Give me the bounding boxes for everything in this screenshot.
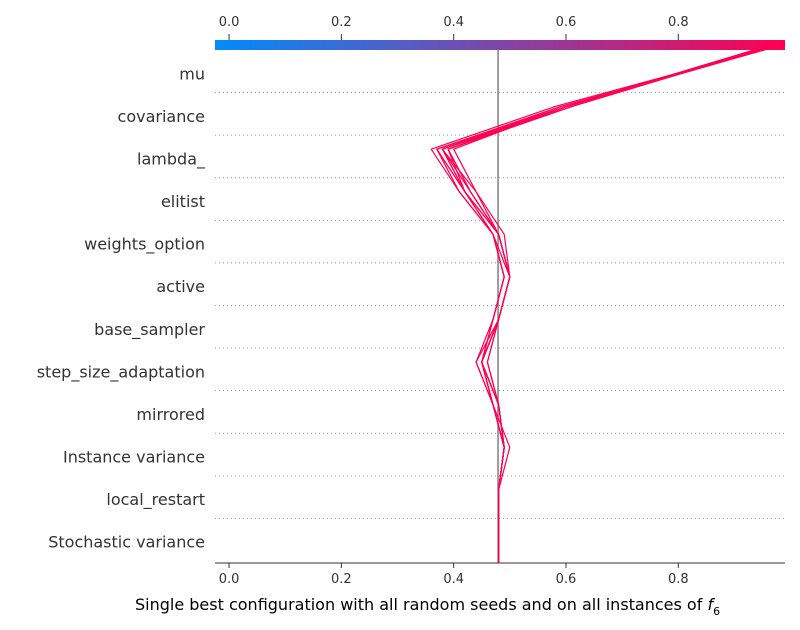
feature-label: elitist	[161, 192, 205, 211]
grid-lines	[215, 92, 785, 519]
top-tick-label: 0.6	[556, 15, 577, 30]
feature-label: covariance	[118, 107, 205, 126]
bottom-tick-label: 0.4	[443, 572, 464, 587]
feature-label: active	[156, 277, 205, 296]
feature-label: base_sampler	[94, 320, 205, 340]
decision-lines	[430, 43, 786, 563]
feature-label: Stochastic variance	[48, 533, 205, 552]
feature-label: step_size_adaptation	[37, 362, 205, 382]
top-axis: 0.0 0.2 0.4 0.6 0.8	[219, 15, 689, 40]
x-axis-label-main: Single best configuration with all rando…	[135, 595, 707, 614]
bottom-tick-label: 0.0	[219, 572, 240, 587]
decision-line	[436, 43, 786, 563]
decision-line	[441, 43, 780, 563]
x-axis-label: Single best configuration with all rando…	[135, 595, 720, 618]
top-tick-label: 0.4	[443, 15, 464, 30]
bottom-tick-label: 0.8	[668, 572, 689, 587]
feature-labels: mu covariance lambda_elitist weights_option…	[37, 64, 206, 551]
decision-line	[436, 43, 786, 563]
feature-label: weights_option	[84, 235, 205, 255]
x-axis-label-sub: 6	[713, 605, 720, 618]
decision-line	[436, 43, 780, 563]
feature-label: Instance variance	[63, 448, 205, 467]
bottom-axis: 0.0 0.2 0.4 0.6 0.8	[219, 563, 689, 587]
decision-line	[441, 43, 774, 563]
top-tick-label: 0.8	[668, 15, 689, 30]
decision-line	[430, 43, 786, 563]
x-axis-label-var: f	[707, 595, 715, 614]
feature-label: local_restart	[106, 490, 205, 510]
decision-line	[441, 43, 780, 563]
bottom-tick-label: 0.2	[331, 572, 352, 587]
feature-label: mu	[179, 64, 205, 83]
feature-label: mirrored	[136, 405, 205, 424]
top-tick-label: 0.0	[219, 15, 240, 30]
top-tick-label: 0.2	[331, 15, 352, 30]
colorbar	[215, 40, 785, 50]
decision-line	[447, 43, 774, 563]
feature-label: lambda_	[137, 149, 206, 169]
bottom-tick-label: 0.6	[556, 572, 577, 587]
decision-line	[441, 43, 786, 563]
